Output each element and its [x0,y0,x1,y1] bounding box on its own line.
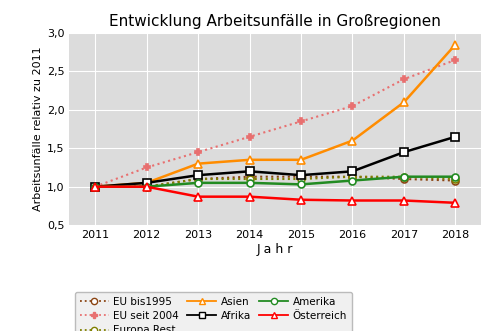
Title: Entwicklung Arbeitsunfälle in Großregionen: Entwicklung Arbeitsunfälle in Großregion… [109,14,441,29]
Y-axis label: Arbeitsunfälle relativ zu 2011: Arbeitsunfälle relativ zu 2011 [33,47,43,212]
X-axis label: J a h r: J a h r [257,243,294,256]
Legend: EU bis1995, EU seit 2004, Europa Rest, Asien, Afrika, Amerika, Österreich: EU bis1995, EU seit 2004, Europa Rest, A… [75,292,352,331]
